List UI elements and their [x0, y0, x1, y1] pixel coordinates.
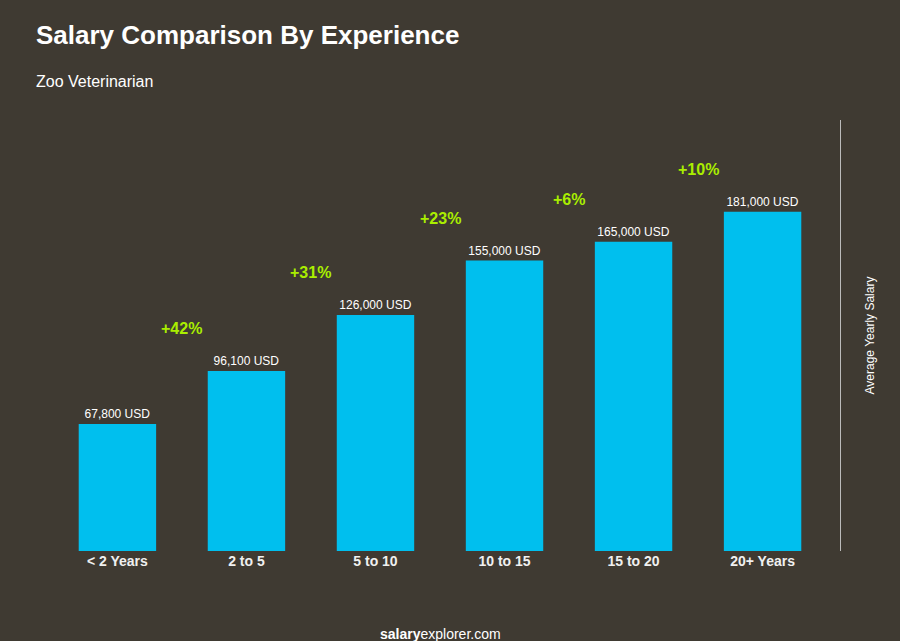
svg-text:Zoo Veterinarian: Zoo Veterinarian — [36, 73, 153, 90]
svg-text:+6%: +6% — [553, 191, 585, 208]
svg-text:181,000 USD: 181,000 USD — [726, 195, 798, 209]
svg-text:155,000 USD: 155,000 USD — [468, 244, 540, 258]
svg-text:126,000 USD: 126,000 USD — [339, 298, 411, 312]
svg-text:Average Yearly Salary: Average Yearly Salary — [863, 277, 877, 395]
svg-text:+31%: +31% — [290, 264, 331, 281]
svg-text:+10%: +10% — [678, 161, 719, 178]
svg-text:+42%: +42% — [161, 320, 202, 337]
svg-text:2 to 5: 2 to 5 — [228, 553, 265, 569]
svg-text:10 to 15: 10 to 15 — [478, 553, 530, 569]
svg-text:67,800 USD: 67,800 USD — [85, 407, 151, 421]
svg-text:< 2 Years: < 2 Years — [87, 553, 148, 569]
svg-text:96,100 USD: 96,100 USD — [214, 354, 280, 368]
svg-text:15 to 20: 15 to 20 — [607, 553, 659, 569]
svg-text:5 to 10: 5 to 10 — [353, 553, 398, 569]
svg-text:Salary Comparison By Experienc: Salary Comparison By Experience — [36, 20, 459, 50]
svg-text:salaryexplorer.com: salaryexplorer.com — [380, 626, 501, 641]
svg-text:20+ Years: 20+ Years — [730, 553, 795, 569]
svg-text:165,000 USD: 165,000 USD — [597, 225, 669, 239]
svg-text:+23%: +23% — [420, 210, 461, 227]
